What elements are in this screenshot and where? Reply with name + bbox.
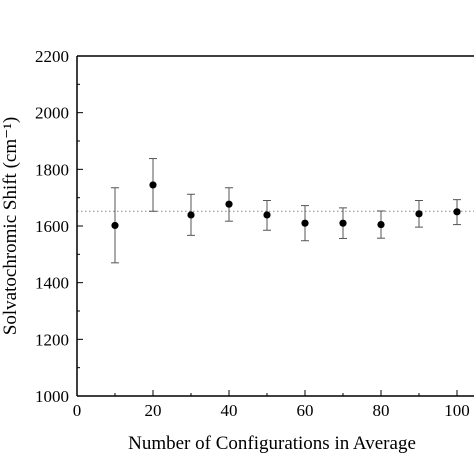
- data-point-group: [453, 199, 461, 226]
- data-point: [377, 220, 385, 229]
- y-tick-label: 2200: [35, 47, 69, 66]
- y-tick-label: 1000: [35, 387, 69, 406]
- data-point-group: [187, 193, 195, 236]
- data-point: [415, 210, 423, 218]
- data-point: [187, 211, 195, 219]
- x-tick-label: 100: [444, 401, 470, 420]
- data-point-group: [301, 205, 309, 242]
- x-tick-label: 20: [145, 401, 162, 420]
- data-point: [339, 219, 347, 227]
- data-point-group: [263, 200, 271, 231]
- data-point-group: [339, 207, 347, 239]
- y-axis-title: Solvatochromic Shift (cm⁻¹): [0, 117, 21, 335]
- y-tick-label: 2000: [35, 104, 69, 123]
- data-point-group: [111, 187, 119, 264]
- data-point: [111, 221, 119, 230]
- x-tick-label: 40: [221, 401, 238, 420]
- y-tick-label: 1200: [35, 330, 69, 349]
- data-point: [453, 208, 461, 216]
- y-tick-label: 1800: [35, 160, 69, 179]
- data-point-group: [225, 187, 233, 222]
- axes: 1000 1200 1400 1600 1800 2000 2200 0 20 40 60 80 100: [35, 47, 474, 420]
- data-point: [149, 181, 157, 189]
- data-point: [263, 211, 271, 219]
- x-tick-label: 0: [73, 401, 82, 420]
- data-point-group: [415, 200, 423, 228]
- y-tick-label: 1400: [35, 274, 69, 293]
- x-tick-label: 60: [297, 401, 314, 420]
- data-point-group: [149, 158, 157, 212]
- data-point-group: [377, 210, 385, 239]
- data-point: [301, 219, 309, 227]
- plot-area: [77, 158, 474, 264]
- data-point: [225, 200, 233, 208]
- x-axis-title: Number of Configurations in Average: [128, 433, 416, 454]
- x-tick-label: 80: [373, 401, 390, 420]
- y-tick-label: 1600: [35, 217, 69, 236]
